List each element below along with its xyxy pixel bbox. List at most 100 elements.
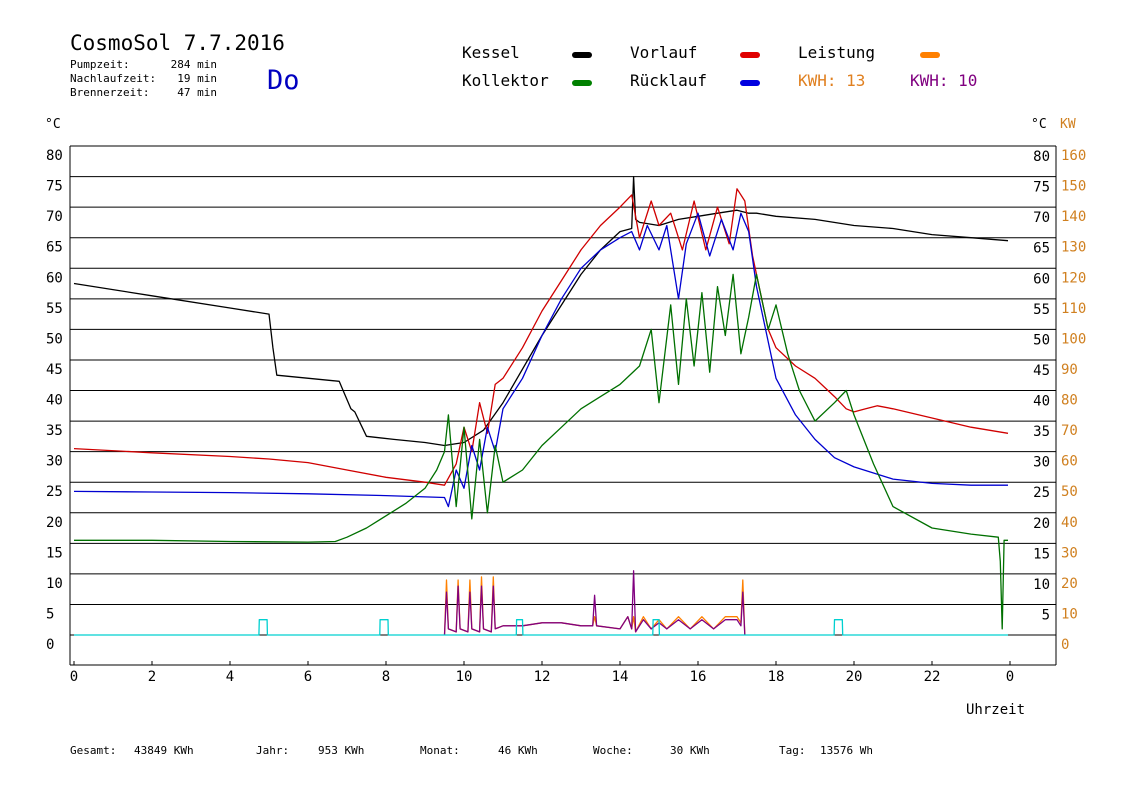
x-tick-label: 2 [148,669,156,685]
legend-label: Kollektor [462,71,549,90]
kw-tick-label: 120 [1061,270,1086,286]
y-right-unit: °C [1031,117,1047,132]
stat-value: 47 min [177,86,217,99]
x-tick-label: 8 [382,669,390,685]
x-tick-label: 0 [1006,669,1014,685]
kw-tick-label: 40 [1061,515,1078,531]
y-tick-label: 5 [46,606,54,622]
y-tick-label: 70 [46,209,63,225]
y-tick-label: 40 [46,393,63,409]
footer-value: 46 KWh [498,744,538,757]
stat-label: Brennerzeit: [70,86,149,99]
legend-label: Kessel [462,43,520,62]
series-line-kollektor [74,273,1008,630]
kw-tick-label: 80 [1061,393,1078,409]
kw-tick-label: 70 [1061,423,1078,439]
y-right-tick-label: 65 [1033,241,1050,257]
stat-label: Pumpzeit: [70,58,130,71]
series-line-kessel [73,175,1009,447]
series-line-pumpe [74,619,1008,636]
runtime-stats: Pumpzeit: 284 min Nachlaufzeit: 19 min Brenn… [70,58,217,99]
y-tick-label: 15 [46,545,63,561]
footer-value: 13576 Wh [820,744,873,757]
y-tick-label: 75 [46,179,63,195]
x-tick-label: 16 [690,669,707,685]
x-tick-label: 4 [226,669,234,685]
series-line-kwh2 [443,570,746,636]
y-tick-label: 50 [46,331,63,347]
y-tick-label: 30 [46,454,63,470]
y-right-tick-label: 35 [1033,424,1050,440]
legend-swatch [572,80,592,86]
x-tick-label: 10 [456,669,473,685]
kwh-totals: KWH: 13 KWH: 10 [798,71,977,90]
y-tick-label: 55 [46,301,63,317]
y-tick-label: 80 [46,148,63,164]
x-tick-label: 12 [534,669,551,685]
legend: Kessel Vorlauf Leistung Kollektor Rücklauf [462,43,940,90]
y-right-tick-label: 60 [1033,271,1050,287]
energy-totals: Gesamt: 43849 KWh Jahr: 953 KWh Monat: 46 KWh… [70,744,873,757]
y-tick-label: 60 [46,270,63,286]
day-label: Do [267,65,300,96]
footer-value: 953 KWh [318,744,364,757]
x-tick-label: 6 [304,669,312,685]
kw-tick-label: 130 [1061,240,1086,256]
kwh-label: KWH: 13 [798,71,865,90]
plot-area [73,175,1009,636]
axes: °C °C KW8075706560555045403530252015105080… [45,117,1086,685]
y-right-tick-label: 55 [1033,302,1050,318]
footer-label: Tag: [779,744,806,757]
y-tick-label: 35 [46,423,63,439]
y-right-tick-label: 75 [1033,180,1050,196]
legend-swatch [740,52,760,58]
footer-value: 30 KWh [670,744,710,757]
y-tick-label: 0 [46,637,54,653]
y-right-tick-label: 45 [1033,363,1050,379]
kw-tick-label: 150 [1061,179,1086,195]
y-left-unit: °C [45,117,61,132]
footer-label: Monat: [420,744,460,757]
kw-tick-label: 0 [1061,637,1069,653]
legend-label: Vorlauf [630,43,697,62]
y-tick-label: 10 [46,576,63,592]
y-right-tick-label: 30 [1033,455,1050,471]
kw-tick-label: 110 [1061,301,1086,317]
y-right-tick-label: 20 [1033,516,1050,532]
kw-tick-label: 140 [1061,209,1086,225]
footer-label: Gesamt: [70,744,116,757]
y-right-tick-label: 80 [1033,149,1050,165]
footer-value: 43849 KWh [134,744,194,757]
x-tick-label: 18 [768,669,785,685]
legend-swatch [572,52,592,58]
stat-label: Nachlaufzeit: [70,72,156,85]
y-tick-label: 45 [46,362,63,378]
y-tick-label: 65 [46,240,63,256]
y-right-kw-unit: KW [1060,117,1076,132]
y-right-tick-label: 50 [1033,332,1050,348]
x-tick-label: 20 [846,669,863,685]
kw-tick-label: 50 [1061,484,1078,500]
y-tick-label: 20 [46,515,63,531]
kw-tick-label: 90 [1061,362,1078,378]
footer-label: Jahr: [256,744,289,757]
x-axis-label: Uhrzeit [966,702,1025,718]
y-right-tick-label: 10 [1033,577,1050,593]
x-tick-label: 14 [612,669,629,685]
y-right-tick-label: 40 [1033,394,1050,410]
y-right-tick-label: 15 [1033,546,1050,562]
x-tick-label: 0 [70,669,78,685]
chart-title: CosmoSol 7.7.2016 [70,31,285,55]
y-right-tick-label: 70 [1033,210,1050,226]
stat-value: 284 min [171,58,217,71]
x-tick-label: 22 [924,669,941,685]
series-line-vorlauf [73,188,1009,486]
y-right-tick-label: 5 [1042,607,1050,623]
kw-tick-label: 160 [1061,148,1086,164]
y-tick-label: 25 [46,484,63,500]
stat-value: 19 min [177,72,217,85]
legend-label: Rücklauf [630,71,707,90]
kw-tick-label: 60 [1061,454,1078,470]
y-right-tick-label: 25 [1033,485,1050,501]
